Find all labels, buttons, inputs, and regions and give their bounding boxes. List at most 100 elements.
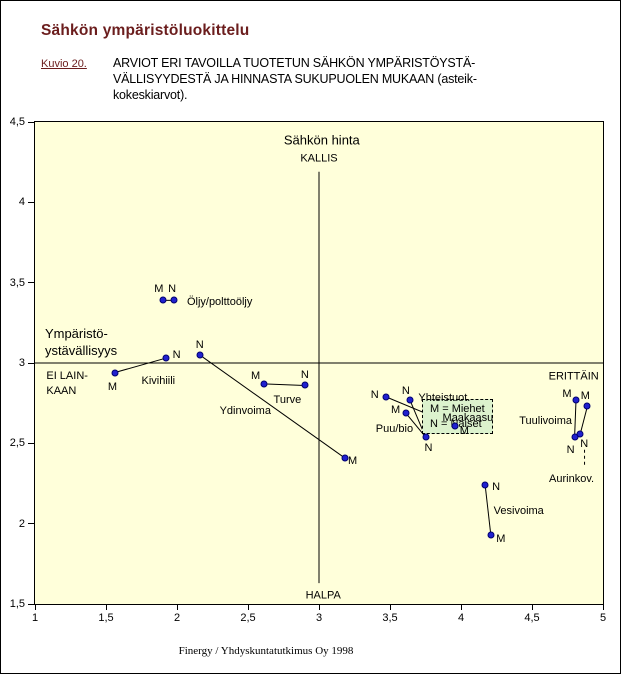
series-label-puu-bio: Puu/bio [375,422,414,435]
y-tick-2 [28,523,34,525]
connector-kivi-m-kivi-n [114,357,166,374]
env-low-label: EI LAIN- KAAN [46,369,88,399]
connector-tuuli-m-tuuli-n [574,399,577,437]
y-tick-4,5 [28,121,34,123]
caption-line-2: VÄLLISYYDESTÄ JA HINNASTA SUKUPUOLEN MUK… [113,72,477,86]
data-point-ydin-m [341,454,349,462]
caption-line-3: kokeskiarvot). [113,88,188,102]
data-point-turve-m [260,380,268,388]
x-tick-1,5 [105,604,107,610]
y-tick-3,5 [28,282,34,284]
x-tick-3,5 [389,604,391,610]
page-title: Sähkön ympäristöluokittelu [41,22,250,39]
series-label-ydinvoima: Ydinvoima [219,405,271,418]
gender-label-puu-n: N [424,441,433,454]
data-point-tuuli-n [571,433,579,441]
env-high-label: ERITTÄIN [549,370,599,385]
gender-label-tuuli-m: M [562,387,572,400]
y-tick-label-3: 3 [18,357,25,369]
data-point-aur-n [576,430,584,438]
series-label--ljy-poltto-ljy: Öljy/polttoöljy [186,295,253,308]
data-point-maa-n [382,393,390,401]
gender-label-ydin-m: M [347,454,358,467]
data-point-tuuli-m [572,396,580,404]
series-label-maakaasu: Maakaasu [442,411,494,424]
price-high-label: KALLIS [300,151,337,166]
y-tick-label-4: 4 [18,196,25,209]
price-high-line: KALLIS [300,152,338,165]
gender-label-kivi-m: M [107,380,118,393]
gender-label-turve-n: N [300,369,309,382]
gender-label-yht-n: N [401,384,410,397]
y-tick-4 [28,201,34,203]
x-tick-2,5 [247,604,249,610]
price-axis-title-label: Sähkön hinta [284,131,360,148]
gender-label-kivi-n: N [172,349,181,362]
y-tick-2,5 [28,442,34,444]
caption-line-1: ARVIOT ERI TAVOILLA TUOTETUN SÄHKÖN YMPÄ… [113,56,476,70]
price-low-label: HALPA [306,588,341,603]
x-tick-label-4,5: 4,5 [524,612,540,624]
gender-label-aur-m: M [580,390,590,403]
data-point-vesi-m [487,531,495,539]
y-tick-label-3,5: 3,5 [9,276,25,289]
y-tick-label-1,5: 1,5 [9,598,25,610]
gender-label-turve-m: M [251,369,261,382]
legend-men: M = Miehet [430,403,485,415]
x-tick-label-2,5: 2,5 [240,612,256,624]
gender-label-ydin-n: N [195,338,204,351]
env-high-line: ERITTÄIN [548,370,599,383]
connector-turve-m-turve-n [263,383,305,386]
x-tick-label-3,5: 3,5 [382,612,398,624]
env-axis-title-line: ystävällisyys [44,343,118,359]
series-label-kivihiili: Kivihiili [141,374,176,387]
y-tick-1,5 [28,603,34,605]
data-point-puu-n [422,433,429,441]
x-tick-2 [176,604,178,610]
x-tick-1 [34,604,36,610]
x-tick-label-1,5: 1,5 [98,612,114,624]
connector-aur-m-aur-n [579,406,588,434]
y-tick-label-2,5: 2,5 [9,437,25,450]
y-tick-label-2: 2 [18,517,25,530]
env-low-line: KAAN [46,384,77,397]
gender-label-aur-n: N [580,437,589,450]
connector-layer [35,171,603,584]
data-point-yht-n [406,396,414,404]
legend-box: M = Miehet N = Naiset [422,399,493,434]
x-tick-label-4: 4 [457,612,465,624]
x-tick-label-3: 3 [315,612,323,624]
series-label-yhteistuot-: Yhteistuot. [418,392,471,405]
gender-label-puu-m: M [391,403,401,416]
x-tick-label-2: 2 [173,612,181,624]
x-tick-label-1: 1 [31,612,39,624]
env-axis-title-line: Ympäristö- [44,326,108,342]
data-point-oljy-n [170,296,178,304]
y-tick-3 [28,362,34,364]
data-point-ydin-n [196,351,204,359]
series-label-tuulivoima: Tuulivoima [519,414,572,427]
x-tick-3 [318,604,320,610]
data-point-aur-m [583,402,591,410]
data-point-oljy-m [159,296,167,304]
gender-label-vesi-m: M [496,532,506,545]
env-axis-title-label: Ympäristö-ystävällisyys [45,325,117,359]
env-low-line: EI LAIN- [46,369,88,382]
series-label-vesivoima: Vesivoima [493,504,544,517]
gender-label-maa-n: N [370,388,379,401]
price-axis-title-line: Sähkön hinta [283,132,360,148]
data-point-kivi-n [162,354,170,362]
x-tick-4 [460,604,462,610]
figure-number-label: Kuvio 20. [41,58,87,70]
gender-label-oljy-n: N [168,283,177,296]
data-point-puu-m [402,409,410,417]
x-tick-5 [602,604,604,610]
x-tick-label-5: 5 [599,612,607,624]
connector-vesi-n-vesi-m [484,485,492,535]
data-point-turve-n [301,381,309,389]
data-point-kivi-m [111,369,119,377]
source-credit: Finergy / Yhdyskuntatutkimus Oy 1998 [178,645,354,657]
y-tick-label-4,5: 4,5 [9,116,25,128]
